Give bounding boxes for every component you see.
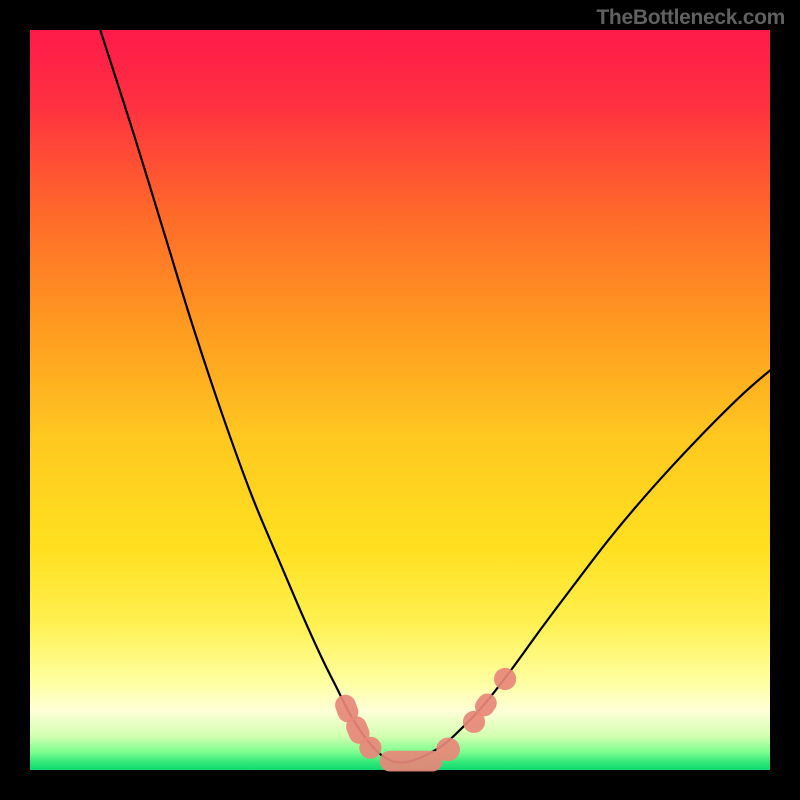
watermark-text: TheBottleneck.com xyxy=(596,6,785,30)
curve-right-curve xyxy=(400,370,770,762)
curve-left-curve xyxy=(100,30,400,763)
chart-container: TheBottleneck.com xyxy=(0,0,800,800)
marker-2 xyxy=(359,737,381,759)
marker-7 xyxy=(494,668,516,690)
chart-svg xyxy=(0,0,800,800)
marker-4 xyxy=(436,737,460,761)
marker-3 xyxy=(380,751,443,772)
